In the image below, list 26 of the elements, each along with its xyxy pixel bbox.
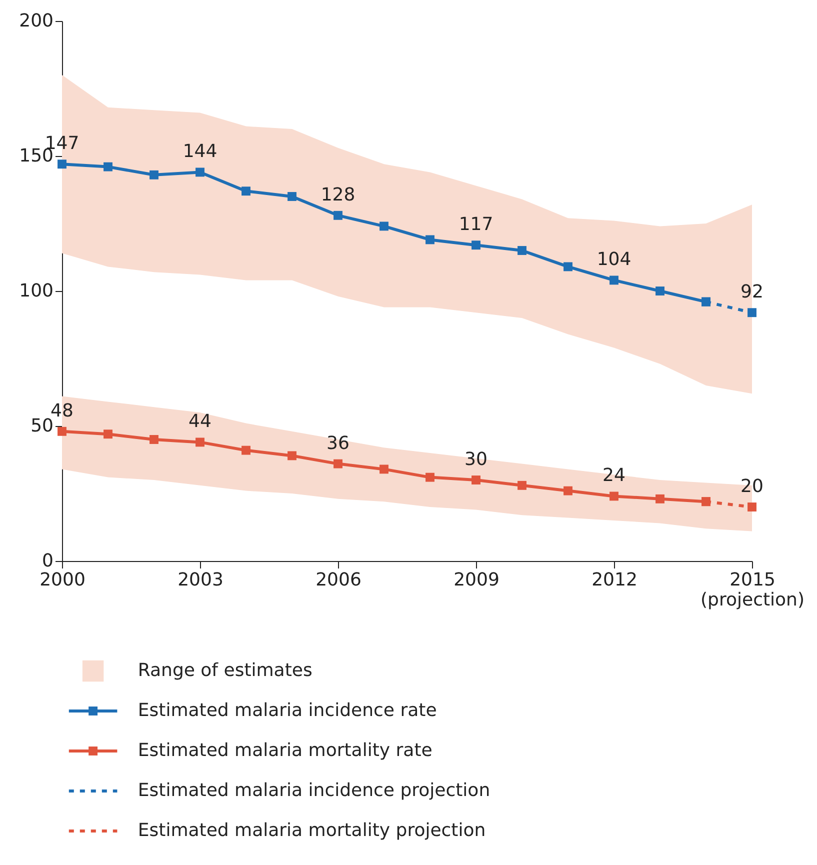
- data-label: 104: [596, 249, 632, 270]
- data-label: 144: [182, 141, 218, 162]
- data-label: 30: [464, 449, 488, 470]
- y-tick-label: 200: [19, 10, 54, 32]
- x-tick-label: 2012: [592, 570, 638, 590]
- data-label: 20: [740, 476, 764, 497]
- data-label: 128: [320, 184, 356, 206]
- data-label: 24: [602, 465, 626, 486]
- y-tick-label: 0: [42, 550, 54, 572]
- data-label: 92: [740, 282, 764, 303]
- legend-label: Estimated malaria incidence projection: [138, 780, 490, 801]
- text: Range of estimates: [138, 660, 312, 681]
- data-label: 44: [188, 411, 212, 432]
- data-label: 48: [50, 400, 74, 422]
- x-tick-label: 2006: [316, 570, 362, 590]
- legend-label: Estimated malaria incidence rate: [138, 700, 437, 721]
- legend-label: Estimated malaria mortality rate: [138, 740, 432, 761]
- data-label: 117: [458, 214, 494, 236]
- y-tick-label: 50: [30, 416, 54, 436]
- y-tick-label: 100: [19, 280, 54, 302]
- x-tick-label: 2015 (projection): [700, 570, 804, 610]
- x-tick-label: 2009: [454, 570, 500, 590]
- x-tick-label: 2003: [178, 570, 224, 590]
- x-tick-label: 2000: [40, 570, 86, 590]
- legend-label: Estimated malaria mortality projection: [138, 820, 486, 841]
- data-label: 36: [326, 432, 350, 454]
